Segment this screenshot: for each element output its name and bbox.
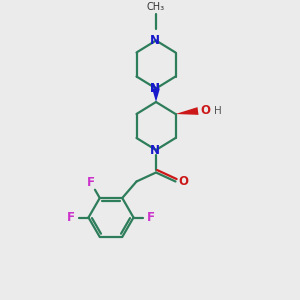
Text: F: F bbox=[147, 211, 155, 224]
Text: H: H bbox=[214, 106, 221, 116]
Text: N: N bbox=[149, 34, 160, 47]
Polygon shape bbox=[152, 88, 160, 102]
Text: N: N bbox=[149, 82, 160, 95]
Text: O: O bbox=[200, 104, 210, 118]
Text: CH₃: CH₃ bbox=[147, 2, 165, 13]
Polygon shape bbox=[176, 107, 199, 115]
Text: N: N bbox=[149, 143, 160, 157]
Text: O: O bbox=[178, 175, 188, 188]
Text: F: F bbox=[67, 211, 75, 224]
Text: F: F bbox=[87, 176, 95, 189]
Text: N: N bbox=[149, 82, 160, 95]
